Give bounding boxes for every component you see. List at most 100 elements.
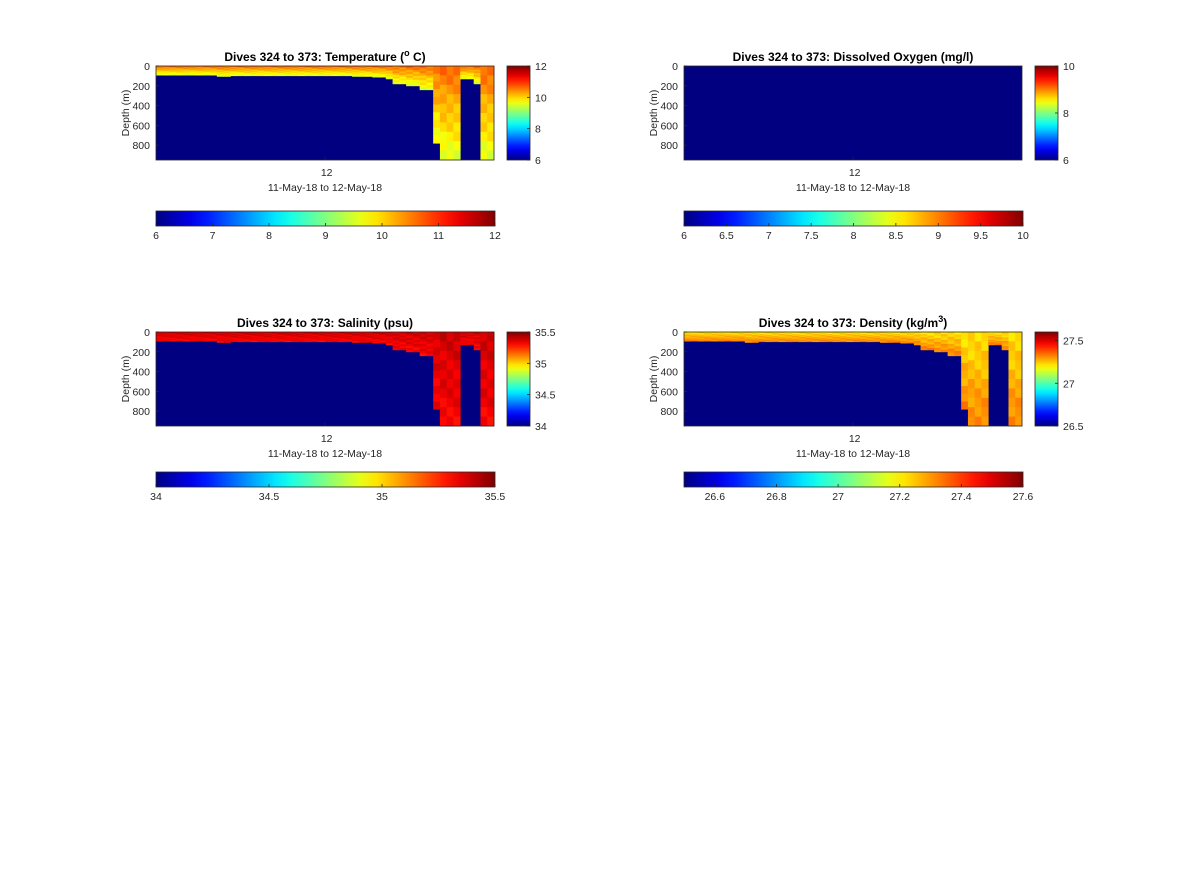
- data-cell: [480, 113, 488, 123]
- data-cell: [189, 332, 197, 334]
- data-cell: [196, 70, 204, 72]
- data-cell: [711, 335, 719, 337]
- data-cell: [372, 333, 380, 335]
- data-cell: [183, 338, 191, 340]
- data-cell: [886, 340, 894, 342]
- data-cell: [325, 336, 333, 339]
- data-cell: [886, 341, 894, 343]
- data-cell: [981, 379, 989, 389]
- data-cell: [947, 332, 955, 335]
- data-cell: [433, 135, 441, 144]
- data-cell: [771, 340, 780, 343]
- data-cell: [216, 335, 224, 337]
- data-cell: [203, 332, 211, 335]
- data-cell: [954, 332, 962, 335]
- data-cell: [284, 74, 292, 77]
- data-cell: [466, 68, 475, 71]
- data-cell: [230, 338, 238, 341]
- data-cell: [907, 335, 915, 337]
- data-cell: [758, 339, 766, 342]
- data-cell: [805, 336, 813, 339]
- data-cell: [717, 335, 725, 337]
- data-cell: [846, 335, 854, 338]
- data-cell: [297, 70, 306, 73]
- data-cell: [379, 70, 387, 72]
- data-cell: [304, 339, 312, 342]
- data-cell: [250, 73, 258, 76]
- y-tick-label: 0: [672, 61, 678, 73]
- data-cell: [257, 334, 265, 337]
- data-cell: [961, 386, 969, 395]
- data-cell: [731, 333, 739, 336]
- data-cell: [311, 69, 319, 72]
- data-cell: [203, 333, 211, 336]
- data-cell: [379, 338, 387, 341]
- data-cell: [751, 333, 759, 335]
- data-cell: [291, 74, 299, 77]
- data-cell: [156, 73, 164, 75]
- y-tick-label: 400: [132, 367, 150, 379]
- data-cell: [277, 66, 285, 69]
- data-cell: [697, 332, 705, 334]
- data-cell: [392, 71, 400, 74]
- data-cell: [934, 347, 942, 351]
- data-cell: [325, 335, 333, 338]
- data-cell: [270, 337, 279, 340]
- data-cell: [338, 72, 346, 75]
- data-cell: [176, 335, 184, 337]
- hbar-tick-label: 9.5: [973, 230, 988, 242]
- data-cell: [162, 338, 170, 340]
- data-cell: [961, 378, 969, 387]
- data-cell: [210, 338, 218, 340]
- data-cell: [318, 339, 326, 342]
- data-cell: [853, 337, 861, 340]
- data-cell: [785, 339, 793, 342]
- data-cell: [392, 337, 400, 340]
- data-cell: [223, 335, 231, 337]
- data-cell: [243, 71, 252, 74]
- hbar-tick-label: 35: [376, 491, 388, 503]
- data-cell: [704, 333, 712, 336]
- data-cell: [392, 348, 400, 351]
- data-cell: [832, 334, 840, 337]
- data-cell: [223, 337, 231, 339]
- data-cell: [893, 340, 901, 342]
- data-cell: [819, 335, 827, 338]
- data-cell: [974, 388, 982, 399]
- data-cell: [466, 67, 475, 69]
- data-cell: [717, 337, 725, 339]
- data-cell: [832, 338, 840, 341]
- data-cell: [210, 336, 218, 338]
- data-cell: [162, 67, 170, 70]
- data-cell: [473, 340, 481, 344]
- data-cell: [460, 72, 468, 75]
- data-cell: [744, 334, 752, 336]
- data-cell: [480, 141, 488, 151]
- data-cell: [439, 341, 448, 352]
- data-cell: [697, 334, 705, 337]
- data-cell: [859, 332, 867, 335]
- data-cell: [223, 334, 231, 336]
- data-cell: [237, 73, 245, 76]
- data-cell: [758, 336, 766, 339]
- data-cell: [270, 74, 279, 77]
- data-cell: [466, 341, 475, 343]
- data-cell: [237, 71, 245, 74]
- data-cell: [250, 70, 258, 73]
- data-cell: [839, 338, 847, 341]
- data-cell: [974, 416, 982, 427]
- data-cell: [210, 68, 218, 71]
- data-cell: [433, 81, 441, 90]
- data-cell: [419, 87, 427, 91]
- data-cell: [439, 66, 448, 76]
- data-cell: [270, 70, 279, 73]
- data-cell: [825, 337, 834, 340]
- data-cell: [913, 338, 921, 341]
- data-cell: [358, 75, 366, 77]
- colorbar-horizontal: [155, 471, 496, 488]
- hbar-tick-label: 7: [210, 230, 216, 242]
- data-cell: [406, 71, 414, 75]
- data-cell: [203, 71, 211, 73]
- data-cell: [176, 339, 184, 341]
